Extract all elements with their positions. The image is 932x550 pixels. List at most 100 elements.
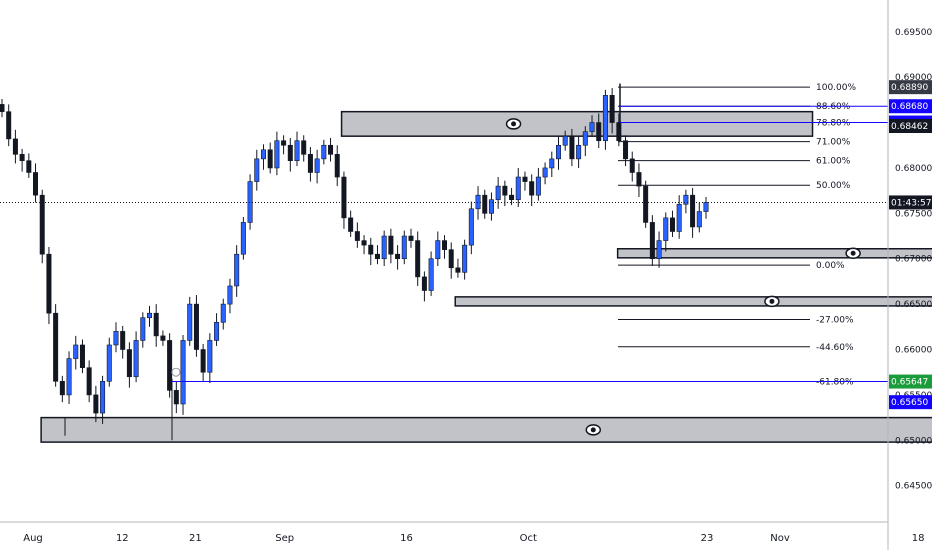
candle-body <box>193 303 199 350</box>
candle-body <box>220 303 226 323</box>
candle <box>529 174 535 207</box>
candle-body <box>629 158 635 173</box>
candle <box>254 149 260 191</box>
candle-body <box>455 267 461 273</box>
candle <box>468 201 474 255</box>
candle <box>569 128 575 167</box>
candle <box>39 189 45 264</box>
support-zone-middle[interactable] <box>454 296 932 307</box>
candle-body <box>696 211 702 228</box>
candle-body <box>214 321 220 341</box>
time-axis[interactable]: Aug1221Sep16Oct23Nov18Dec16 <box>23 533 932 544</box>
candle <box>596 113 602 148</box>
price-badge <box>889 99 932 114</box>
price-tick-label: 0.65000 <box>895 436 932 446</box>
candle-body <box>676 203 682 232</box>
anchor-handle[interactable] <box>171 367 181 377</box>
price-badge <box>889 119 932 134</box>
price-tick-label: 0.67500 <box>895 209 932 219</box>
candle <box>341 171 347 229</box>
candle-body <box>59 380 65 396</box>
candle-body <box>656 240 662 260</box>
candle-body <box>113 331 119 346</box>
candle <box>214 313 220 346</box>
candle-body <box>180 340 186 405</box>
candle <box>576 136 582 168</box>
fib-label: 88.60% <box>816 102 851 112</box>
candle-body <box>488 199 494 214</box>
candle-body <box>33 172 39 196</box>
candle-body <box>683 194 689 205</box>
candle-body <box>254 158 260 182</box>
price-badge-label: 0.68462 <box>891 122 928 132</box>
candle <box>542 162 548 185</box>
candle-body <box>19 154 25 161</box>
candle <box>79 339 85 374</box>
candle-body <box>334 154 340 178</box>
candle-body <box>12 138 18 155</box>
candle <box>488 192 494 221</box>
candle-body <box>301 140 307 155</box>
candle-body <box>602 95 608 142</box>
fib-levels: 100.00% 88.60% 78.80% 71.00% 61.00% 50.00% 0.0… <box>618 83 856 388</box>
candle-body <box>462 244 468 273</box>
candle <box>193 295 199 357</box>
price-tick-label: 0.69000 <box>895 73 932 83</box>
candle-body <box>542 167 548 178</box>
candle <box>53 304 59 387</box>
candle-body <box>160 335 166 341</box>
candle-body <box>46 253 52 314</box>
candle <box>301 135 307 162</box>
candle <box>515 167 521 207</box>
candle <box>522 171 528 191</box>
candle <box>636 163 642 197</box>
candle-body <box>247 181 253 223</box>
candle <box>19 148 25 172</box>
candle <box>616 113 622 147</box>
candle <box>234 245 240 297</box>
eye-pupil-icon <box>590 427 596 433</box>
candle <box>260 144 266 170</box>
candle-body <box>126 349 132 378</box>
candle <box>86 360 92 403</box>
support-zone-lower[interactable] <box>40 416 932 443</box>
zones-layer <box>40 110 932 443</box>
support-zone-upper[interactable] <box>616 247 932 259</box>
candle-body <box>147 312 153 319</box>
resistance-zone[interactable] <box>340 110 814 137</box>
candle-body <box>482 194 488 214</box>
time-tick-label: 16 <box>400 533 413 544</box>
candle-body <box>294 140 300 161</box>
time-tick-label: 23 <box>701 533 714 544</box>
candle-body <box>475 194 481 210</box>
candle-body <box>643 185 649 223</box>
candle-body <box>140 317 146 341</box>
candle <box>281 135 287 155</box>
fib-label: 78.80% <box>816 119 851 129</box>
fib-label: -61.80% <box>816 378 854 388</box>
candle <box>59 375 65 403</box>
fib-label: 71.00% <box>816 138 851 148</box>
candle <box>321 139 327 165</box>
candle-body <box>368 244 374 255</box>
candle-body <box>529 181 535 196</box>
candle-body <box>509 194 515 201</box>
candle <box>160 330 166 346</box>
candle-body <box>435 240 441 260</box>
time-tick-label: 21 <box>189 533 202 544</box>
candle-body <box>636 172 642 187</box>
candle-body <box>348 217 354 232</box>
candle <box>462 239 468 280</box>
candle <box>629 151 635 182</box>
candle <box>227 278 233 314</box>
time-tick-label: Aug <box>23 533 43 544</box>
candle-body <box>616 122 622 142</box>
time-tick-label: Oct <box>520 533 537 544</box>
candle-body <box>227 285 233 305</box>
fib-label: 61.00% <box>816 157 851 167</box>
candle <box>448 242 454 279</box>
candle <box>683 189 689 214</box>
candle-body <box>0 104 5 112</box>
eye-pupil-icon <box>850 250 856 256</box>
